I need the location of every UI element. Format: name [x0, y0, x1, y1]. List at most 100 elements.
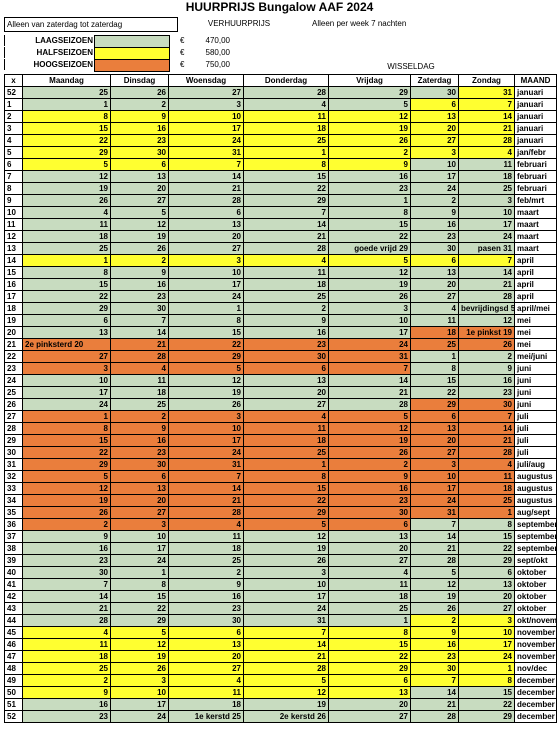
day-cell: 1: [458, 662, 515, 675]
page-title: HUURPRIJS Bungalow AAF 2024: [185, 0, 374, 14]
month-cell: december: [514, 710, 557, 723]
day-cell: 21: [22, 602, 111, 615]
price-info-block: Alleen van zaterdag tot zaterdag VERHUUR…: [4, 17, 556, 73]
info-perweek: Alleen per week 7 nachten: [312, 19, 407, 28]
day-cell: 2: [243, 302, 329, 315]
month-cell: juli: [514, 446, 557, 459]
day-cell: 16: [110, 434, 169, 447]
day-cell: 12: [458, 314, 515, 327]
day-cell: 7: [110, 314, 169, 327]
month-cell: februari: [514, 182, 557, 195]
column-header: Maandag: [22, 74, 111, 87]
month-cell: februari: [514, 158, 557, 171]
day-cell: 27: [328, 554, 411, 567]
month-cell: december: [514, 674, 557, 687]
month-cell: december: [514, 698, 557, 711]
table-row: 28 8 9 10 11 12 13 14 juli: [4, 422, 557, 435]
month-cell: januari: [514, 98, 557, 111]
day-cell: 17: [410, 482, 459, 495]
day-cell: 23: [328, 182, 411, 195]
day-cell: 10: [328, 314, 411, 327]
table-row: 13 25 26 27 28 goede vrijd 29 30 pasen 31 maart: [4, 242, 557, 255]
day-cell: 19: [22, 494, 111, 507]
day-cell: 11: [243, 266, 329, 279]
table-row: 48 25 26 27 28 29 30 1 nov/dec: [4, 662, 557, 675]
day-cell: 16: [458, 374, 515, 387]
month-cell: november: [514, 626, 557, 639]
day-cell: 23: [110, 290, 169, 303]
day-cell: 15: [22, 278, 111, 291]
day-cell: 28: [328, 398, 411, 411]
day-cell: 3: [110, 518, 169, 531]
day-cell: 17: [328, 326, 411, 339]
day-cell: 3: [22, 362, 111, 375]
month-cell: juli: [514, 434, 557, 447]
day-cell: 26: [328, 134, 411, 147]
day-cell: 9: [328, 470, 411, 483]
day-cell: 9: [410, 626, 459, 639]
day-cell: 15: [328, 638, 411, 651]
day-cell: 8: [328, 626, 411, 639]
day-cell: 31: [168, 146, 244, 159]
day-cell: 13: [410, 422, 459, 435]
week-number: 1: [4, 98, 23, 111]
day-cell: 13: [110, 170, 169, 183]
day-cell: 13: [328, 686, 411, 699]
column-header: x: [4, 74, 23, 87]
day-cell: 7: [168, 158, 244, 171]
day-cell: 8: [22, 266, 111, 279]
day-cell: 23: [110, 446, 169, 459]
day-cell: 4: [243, 98, 329, 111]
day-cell: 4: [110, 362, 169, 375]
day-cell: 21: [458, 434, 515, 447]
day-cell: 1: [410, 350, 459, 363]
day-cell: 8: [168, 314, 244, 327]
day-cell: 28: [168, 506, 244, 519]
day-cell: 1e pinkst 19: [458, 326, 515, 339]
day-cell: 26: [110, 662, 169, 675]
day-cell: 29: [243, 194, 329, 207]
day-cell: 2: [410, 194, 459, 207]
month-cell: juli: [514, 410, 557, 423]
day-cell: 6: [168, 206, 244, 219]
day-cell: 11: [168, 686, 244, 699]
month-cell: juni: [514, 374, 557, 387]
table-row: 6 5 6 7 8 9 10 11 februari: [4, 158, 557, 171]
month-cell: juli: [514, 422, 557, 435]
day-cell: 17: [243, 590, 329, 603]
day-cell: 2: [22, 518, 111, 531]
week-number: 32: [4, 470, 23, 483]
day-cell: 2: [410, 614, 459, 627]
day-cell: 2: [110, 410, 169, 423]
table-row: 40 30 1 2 3 4 5 6 oktober: [4, 566, 557, 579]
week-number: 42: [4, 590, 23, 603]
day-cell: 17: [458, 218, 515, 231]
column-header: Dinsdag: [110, 74, 169, 87]
day-cell: 1: [22, 410, 111, 423]
week-number: 39: [4, 554, 23, 567]
week-number: 16: [4, 278, 23, 291]
day-cell: 2: [110, 98, 169, 111]
day-cell: 1: [328, 194, 411, 207]
day-cell: 17: [168, 122, 244, 135]
day-cell: 9: [410, 206, 459, 219]
week-number: 24: [4, 374, 23, 387]
day-cell: 8: [243, 470, 329, 483]
day-cell: 7: [410, 518, 459, 531]
day-cell: 31: [410, 506, 459, 519]
month-cell: oktober: [514, 566, 557, 579]
day-cell: 18: [22, 650, 111, 663]
table-row: 24 10 11 12 13 14 15 16 juni: [4, 374, 557, 387]
day-cell: 11: [22, 218, 111, 231]
day-cell: 29: [458, 710, 515, 723]
day-cell: 31: [458, 86, 515, 99]
day-cell: 22: [110, 602, 169, 615]
day-cell: 29: [168, 350, 244, 363]
day-cell: 14: [243, 638, 329, 651]
day-cell: 26: [328, 446, 411, 459]
month-cell: feb/mrt: [514, 194, 557, 207]
day-cell: 9: [22, 530, 111, 543]
day-cell: 1e kerstd 25: [168, 710, 244, 723]
month-cell: maart: [514, 242, 557, 255]
month-cell: januari: [514, 134, 557, 147]
